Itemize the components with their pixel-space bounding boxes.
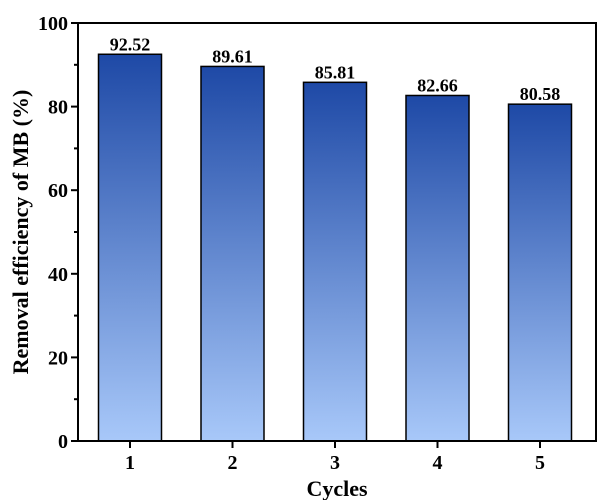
data-labels-group: 92.52 89.61 85.81 82.66 80.58 xyxy=(110,34,561,104)
y-tick-label: 20 xyxy=(48,347,68,369)
bar-cycle-3 xyxy=(302,81,368,442)
y-tick-label: 80 xyxy=(48,97,68,119)
data-label-cycle-4: 82.66 xyxy=(417,75,458,95)
x-tick-label: 3 xyxy=(330,452,340,474)
data-label-cycle-3: 85.81 xyxy=(315,62,356,82)
x-axis-label: Cycles xyxy=(306,476,368,500)
y-tick-label: 100 xyxy=(38,13,68,35)
bar-cycle-2 xyxy=(200,65,265,442)
y-tick-label: 0 xyxy=(58,431,68,453)
x-tick-label: 4 xyxy=(433,452,443,474)
data-label-cycle-2: 89.61 xyxy=(212,46,253,66)
y-ticks-group: 0 20 40 60 80 100 xyxy=(38,13,78,453)
x-ticks-group: 1 2 3 4 5 xyxy=(125,441,545,474)
y-tick-label: 60 xyxy=(48,180,68,202)
bar-cycle-5 xyxy=(507,103,573,442)
x-tick-label: 5 xyxy=(535,452,545,474)
data-label-cycle-1: 92.52 xyxy=(110,34,151,54)
bar-cycle-4 xyxy=(405,94,470,442)
bars-group xyxy=(97,53,573,442)
y-tick-label: 40 xyxy=(48,264,68,286)
x-tick-label: 1 xyxy=(125,452,135,474)
x-tick-label: 2 xyxy=(228,452,238,474)
bar-cycle-1 xyxy=(97,53,163,442)
y-axis-label: Removal efficiency of MB (%) xyxy=(8,90,33,375)
data-label-cycle-5: 80.58 xyxy=(520,84,561,104)
